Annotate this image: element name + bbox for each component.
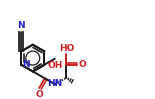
Text: N: N xyxy=(17,21,25,30)
Text: O: O xyxy=(79,60,86,69)
Text: HO: HO xyxy=(59,44,74,53)
Text: O: O xyxy=(35,90,43,99)
Text: N: N xyxy=(23,60,30,69)
Text: HN: HN xyxy=(48,79,63,88)
Text: OH: OH xyxy=(47,61,62,70)
